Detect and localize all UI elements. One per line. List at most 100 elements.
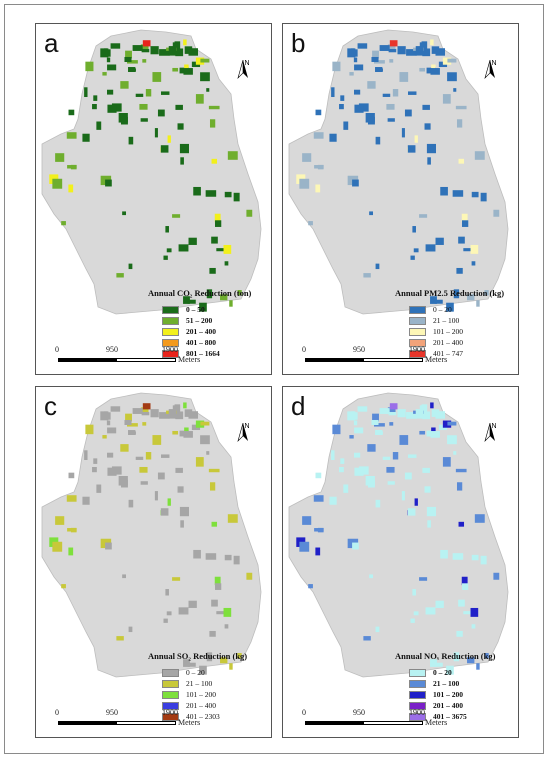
land-parcel: [233, 555, 240, 565]
land-parcel: [211, 521, 218, 527]
land-parcel: [216, 248, 226, 252]
legend-item: 101 – 200: [162, 689, 247, 700]
land-parcel: [166, 248, 172, 253]
legend-label: 101 – 200: [433, 327, 463, 336]
land-parcel: [188, 48, 199, 56]
land-parcel: [175, 467, 183, 473]
land-parcel: [135, 93, 144, 97]
land-parcel: [179, 506, 189, 517]
legend-item: 101 – 200: [409, 689, 495, 700]
land-parcel: [116, 636, 124, 641]
land-parcel: [167, 135, 171, 143]
land-parcel: [205, 190, 217, 197]
land-parcel: [452, 190, 464, 197]
land-parcel: [193, 186, 201, 196]
land-parcel: [404, 109, 412, 117]
land-parcel: [52, 541, 63, 552]
land-parcel: [407, 508, 416, 516]
land-parcel: [183, 659, 190, 667]
study-area-boundary: [288, 392, 509, 678]
north-label: N: [491, 423, 497, 430]
land-parcel: [152, 72, 162, 82]
land-parcel: [442, 420, 452, 428]
land-parcel: [107, 64, 117, 71]
land-parcel: [434, 662, 443, 667]
land-parcel: [168, 409, 177, 419]
land-parcel: [447, 421, 457, 426]
land-parcel: [435, 48, 446, 56]
land-parcel: [178, 607, 189, 615]
land-parcel: [120, 81, 129, 89]
land-parcel: [246, 572, 253, 580]
land-parcel: [209, 482, 216, 491]
land-parcel: [152, 435, 162, 445]
land-parcel: [480, 555, 487, 565]
legend-item: 51 – 200: [162, 315, 251, 326]
legend-swatch: [409, 712, 426, 721]
land-parcel: [224, 191, 232, 198]
land-parcel: [154, 491, 158, 501]
land-parcel: [425, 244, 436, 252]
land-parcel: [315, 547, 321, 556]
land-parcel: [456, 267, 463, 274]
scale-tick-0: 0: [302, 345, 306, 354]
land-parcel: [127, 423, 138, 427]
land-parcel: [184, 46, 193, 54]
legend-label: 401 – 747: [433, 349, 463, 358]
land-parcel: [308, 221, 313, 226]
legend-label: 201 – 400: [433, 338, 463, 347]
land-parcel: [125, 413, 132, 422]
land-parcel: [372, 413, 379, 422]
land-parcel: [387, 44, 396, 50]
land-parcel: [357, 43, 368, 49]
land-parcel: [406, 49, 417, 56]
land-parcel: [206, 88, 210, 92]
land-parcel: [120, 479, 128, 488]
land-parcel: [382, 456, 391, 460]
land-parcel: [313, 132, 324, 139]
land-parcel: [331, 450, 335, 461]
land-parcel: [157, 472, 165, 480]
map-a: [41, 29, 262, 315]
scale-units: Meters: [425, 355, 448, 364]
land-parcel: [470, 244, 479, 254]
land-parcel: [340, 458, 345, 464]
land-parcel: [354, 104, 364, 113]
north-label: N: [244, 60, 250, 67]
legend-rows: 0 – 20 21 – 100 101 – 200 201 – 400 401 – 74…: [395, 304, 504, 359]
land-parcel: [476, 300, 480, 307]
land-parcel: [128, 499, 134, 508]
land-parcel: [200, 58, 210, 63]
land-parcel: [61, 584, 66, 589]
land-parcel: [413, 611, 419, 616]
land-parcel: [92, 104, 97, 110]
land-parcel: [308, 584, 313, 589]
land-parcel: [422, 48, 431, 57]
legend-rows: 0 – 20 21 – 100 101 – 200 201 – 400 401 – 23…: [148, 667, 247, 722]
legend-item: 201 – 400: [409, 337, 504, 348]
land-parcel: [154, 128, 158, 138]
land-parcel: [68, 547, 74, 556]
land-parcel: [172, 405, 178, 412]
land-parcel: [374, 60, 385, 64]
land-parcel: [493, 572, 500, 580]
land-parcel: [415, 409, 424, 419]
land-parcel: [353, 420, 358, 426]
land-parcel: [314, 528, 324, 532]
land-parcel: [299, 178, 310, 189]
land-parcel: [184, 64, 189, 71]
land-parcel: [426, 143, 436, 154]
land-parcel: [139, 466, 148, 473]
land-parcel: [55, 516, 65, 525]
scale-units: Meters: [425, 718, 448, 727]
land-parcel: [430, 659, 437, 667]
panel-b: b N Annual PM2.5 Reduction (kg) 0 – 20 21…: [282, 23, 519, 375]
legend-label: 21 – 100: [433, 679, 460, 688]
land-parcel: [392, 89, 399, 97]
land-parcel: [122, 574, 127, 579]
land-parcel: [340, 95, 345, 101]
land-parcel: [389, 403, 398, 410]
land-parcel: [315, 472, 322, 479]
scale-units: Meters: [178, 718, 201, 727]
land-parcel: [106, 420, 111, 426]
